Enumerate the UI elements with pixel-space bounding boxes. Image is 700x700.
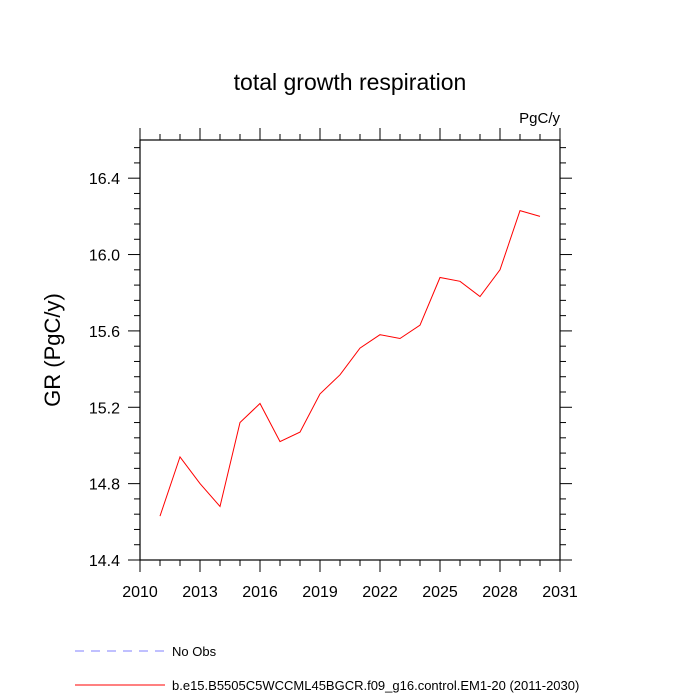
y-tick-label: 16.4 bbox=[89, 171, 120, 188]
y-tick-label: 14.4 bbox=[89, 553, 120, 570]
x-tick-label: 2028 bbox=[482, 584, 518, 601]
x-tick-label: 2016 bbox=[242, 584, 278, 601]
plot-frame bbox=[139, 139, 561, 561]
y-tick-label: 14.8 bbox=[89, 477, 120, 494]
legend-label-no-obs: No Obs bbox=[172, 644, 217, 659]
series-layer bbox=[159, 209, 541, 517]
x-tick-label: 2031 bbox=[542, 584, 578, 601]
y-axis-label: GR (PgC/y) bbox=[40, 293, 65, 407]
x-tick-label: 2022 bbox=[362, 584, 398, 601]
y-tick-label: 15.6 bbox=[89, 324, 120, 341]
axis-ticks: 2010 2013 2016 2019 2022 2025 2028 2031 14.4 14.8… bbox=[89, 128, 578, 601]
legend-label-control: b.e15.B5505C5WCCML45BGCR.f09_g16.control… bbox=[172, 678, 579, 693]
y-tick-label: 16.0 bbox=[89, 248, 120, 265]
units-label: PgC/y bbox=[519, 110, 560, 127]
y-tick-label: 15.2 bbox=[89, 400, 120, 417]
x-tick-label: 2010 bbox=[122, 584, 158, 601]
series-line-0 bbox=[159, 209, 541, 517]
chart-title: total growth respiration bbox=[234, 69, 467, 95]
x-tick-label: 2019 bbox=[302, 584, 338, 601]
x-tick-label: 2013 bbox=[182, 584, 218, 601]
x-tick-label: 2025 bbox=[422, 584, 458, 601]
legend: No Obs b.e15.B5505C5WCCML45BGCR.f09_g16.… bbox=[75, 644, 579, 693]
